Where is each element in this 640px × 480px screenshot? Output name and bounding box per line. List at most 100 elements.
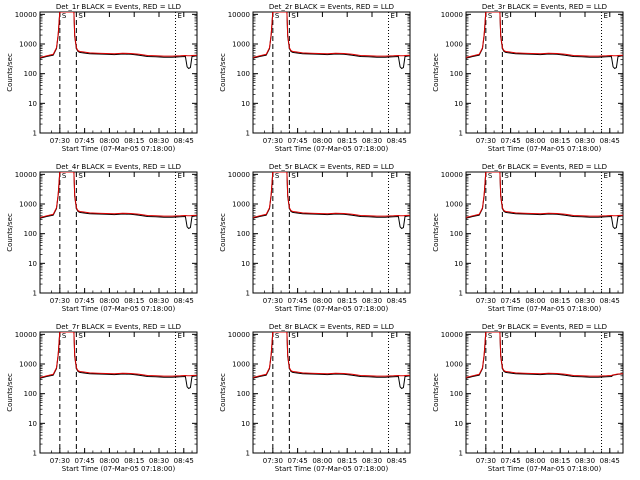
marker-label-s: S (78, 332, 83, 340)
x-tick-label: 08:30 (149, 137, 169, 145)
y-tick-label: 1 (246, 450, 250, 458)
x-tick-label: 08:15 (124, 457, 144, 465)
x-tick-label: 08:15 (337, 137, 357, 145)
y-axis-label: Counts/sec (432, 373, 440, 412)
x-axis-label: Start Time (07-Mar-05 07:18:00) (488, 305, 602, 313)
x-tick-label: 08:15 (550, 137, 570, 145)
y-tick-label: 1 (33, 130, 37, 138)
y-tick-label: 1 (246, 290, 250, 298)
y-tick-label: 100 (450, 390, 463, 398)
marker-label-s: S (275, 12, 280, 20)
x-tick-label: 08:45 (600, 297, 620, 305)
plot-frame (252, 171, 411, 294)
series-line-lld (466, 12, 623, 58)
marker-label-e: E (178, 12, 182, 20)
y-tick-label: 100 (450, 230, 463, 238)
marker-label-s: S (78, 12, 83, 20)
series-line-events (253, 172, 410, 230)
x-tick-label: 08:30 (362, 297, 382, 305)
y-tick-label: 1000 (19, 361, 37, 369)
x-tick-label: 08:00 (99, 297, 119, 305)
x-axis-label: Start Time (07-Mar-05 07:18:00) (488, 465, 602, 473)
y-tick-label: 10000 (15, 331, 37, 339)
series-line-events (40, 172, 197, 230)
y-tick-label: 1000 (19, 201, 37, 209)
x-tick-label: 07:45 (288, 457, 308, 465)
x-tick-label: 08:45 (174, 457, 194, 465)
x-tick-label: 07:30 (50, 297, 70, 305)
marker-label-s: S (275, 332, 280, 340)
y-tick-label: 1000 (445, 201, 463, 209)
marker-label-s: S (291, 172, 296, 180)
plot-frame (252, 331, 411, 454)
y-tick-label: 10 (28, 420, 37, 428)
series-line-events (466, 12, 623, 70)
y-tick-label: 1 (246, 130, 250, 138)
x-tick-label: 07:30 (50, 137, 70, 145)
plot-frame (39, 11, 198, 134)
series-line-events (40, 12, 197, 70)
y-tick-label: 1 (33, 290, 37, 298)
x-tick-label: 07:30 (476, 137, 496, 145)
y-tick-label: 10000 (228, 331, 250, 339)
series-line-lld (40, 172, 197, 218)
x-axis-label: Start Time (07-Mar-05 07:18:00) (275, 305, 389, 313)
y-tick-label: 1000 (232, 41, 250, 49)
marker-label-s: S (291, 332, 296, 340)
x-tick-label: 08:30 (575, 457, 595, 465)
x-tick-label: 07:45 (501, 297, 521, 305)
marker-label-e: E (391, 172, 395, 180)
marker-label-s: S (504, 12, 509, 20)
y-tick-label: 100 (24, 390, 37, 398)
x-tick-label: 08:00 (312, 297, 332, 305)
chart-title: Det_1r BLACK = Events, RED = LLD (56, 3, 181, 11)
x-tick-label: 08:30 (149, 297, 169, 305)
series-line-events (466, 332, 623, 379)
x-tick-label: 08:45 (387, 297, 407, 305)
y-tick-label: 10 (454, 420, 463, 428)
series-line-events (466, 172, 623, 230)
chart-title: Det_4r BLACK = Events, RED = LLD (56, 163, 181, 171)
y-tick-label: 10000 (15, 171, 37, 179)
marker-label-e: E (178, 172, 182, 180)
x-tick-label: 08:45 (600, 137, 620, 145)
x-tick-label: 07:30 (50, 457, 70, 465)
x-tick-label: 07:45 (75, 297, 95, 305)
marker-label-e: E (391, 12, 395, 20)
y-tick-label: 10 (28, 100, 37, 108)
y-axis-label: Counts/sec (432, 213, 440, 252)
y-tick-label: 1000 (19, 41, 37, 49)
y-tick-label: 10000 (15, 11, 37, 19)
plot-frame (465, 171, 624, 294)
x-tick-label: 07:45 (75, 137, 95, 145)
x-axis-label: Start Time (07-Mar-05 07:18:00) (275, 465, 389, 473)
x-tick-label: 07:30 (263, 457, 283, 465)
x-tick-label: 08:45 (387, 457, 407, 465)
x-tick-label: 08:00 (525, 297, 545, 305)
y-tick-label: 10 (28, 260, 37, 268)
x-tick-label: 08:00 (525, 137, 545, 145)
marker-label-s: S (78, 172, 83, 180)
x-axis-label: Start Time (07-Mar-05 07:18:00) (275, 145, 389, 153)
chart-title: Det_5r BLACK = Events, RED = LLD (269, 163, 394, 171)
plot-frame (39, 331, 198, 454)
series-line-events (40, 332, 197, 390)
x-tick-label: 08:30 (362, 137, 382, 145)
y-tick-label: 100 (237, 230, 250, 238)
y-tick-label: 10 (454, 260, 463, 268)
y-axis-label: Counts/sec (219, 53, 227, 92)
y-tick-label: 10000 (228, 11, 250, 19)
plot-frame (465, 331, 624, 454)
x-tick-label: 08:30 (149, 457, 169, 465)
x-tick-label: 07:45 (501, 457, 521, 465)
x-tick-label: 07:30 (476, 457, 496, 465)
marker-label-e: E (178, 332, 182, 340)
marker-label-e: E (391, 332, 395, 340)
y-tick-label: 100 (450, 70, 463, 78)
